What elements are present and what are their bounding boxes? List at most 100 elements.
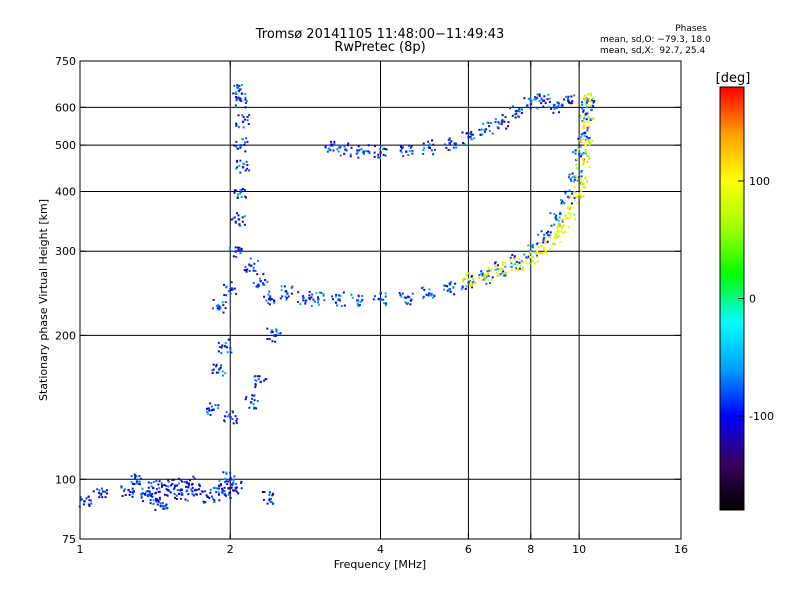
data-point bbox=[231, 287, 234, 290]
data-point bbox=[221, 344, 224, 347]
data-point bbox=[509, 256, 512, 259]
data-point bbox=[237, 214, 240, 217]
data-point bbox=[562, 224, 565, 227]
data-point bbox=[262, 273, 265, 276]
data-point bbox=[160, 482, 163, 485]
data-point bbox=[517, 269, 520, 272]
data-point bbox=[483, 130, 486, 133]
data-point bbox=[235, 105, 238, 108]
data-point bbox=[377, 153, 380, 156]
data-point bbox=[554, 233, 557, 236]
data-point bbox=[165, 488, 168, 491]
data-point bbox=[403, 296, 406, 299]
data-point bbox=[302, 296, 305, 299]
data-point bbox=[491, 276, 494, 279]
data-point bbox=[259, 279, 262, 283]
data-point bbox=[248, 406, 251, 409]
data-point bbox=[230, 289, 233, 292]
data-point bbox=[529, 251, 532, 254]
data-point bbox=[213, 499, 216, 502]
data-point bbox=[579, 177, 582, 180]
data-point bbox=[337, 150, 340, 153]
data-point bbox=[547, 93, 550, 96]
data-point bbox=[164, 504, 167, 507]
data-point bbox=[516, 109, 519, 112]
data-point bbox=[223, 420, 226, 423]
data-point bbox=[357, 304, 360, 307]
data-point bbox=[127, 488, 130, 492]
data-point bbox=[570, 180, 573, 183]
y-tick-label: 750 bbox=[55, 55, 76, 68]
data-point bbox=[469, 132, 472, 135]
data-point bbox=[218, 484, 221, 488]
data-point bbox=[536, 250, 539, 253]
data-point bbox=[586, 155, 589, 158]
data-point bbox=[379, 151, 382, 154]
colorbar-tick-label: -100 bbox=[749, 410, 774, 423]
data-point bbox=[512, 263, 515, 266]
data-point bbox=[217, 371, 220, 374]
data-point bbox=[546, 98, 549, 101]
data-point bbox=[223, 481, 226, 484]
data-point bbox=[285, 296, 288, 299]
data-point bbox=[240, 196, 243, 199]
data-point bbox=[155, 488, 158, 491]
data-point bbox=[159, 498, 162, 501]
data-point bbox=[520, 112, 523, 115]
data-point bbox=[236, 86, 239, 89]
data-point bbox=[405, 150, 408, 153]
data-point bbox=[547, 105, 550, 108]
data-point bbox=[239, 159, 242, 162]
data-point bbox=[582, 161, 585, 164]
data-point bbox=[384, 148, 387, 151]
data-point bbox=[572, 151, 575, 154]
data-point bbox=[411, 149, 414, 152]
data-point bbox=[244, 169, 247, 172]
data-point bbox=[252, 269, 255, 272]
data-point bbox=[572, 180, 575, 183]
data-point bbox=[361, 298, 364, 301]
data-point bbox=[105, 492, 108, 495]
data-point bbox=[217, 341, 220, 344]
y-tick-label: 75 bbox=[62, 533, 76, 546]
data-point bbox=[566, 217, 569, 220]
data-point bbox=[578, 152, 581, 156]
data-point bbox=[100, 492, 103, 495]
data-point bbox=[564, 231, 567, 234]
data-point bbox=[448, 282, 451, 285]
data-point bbox=[150, 494, 153, 497]
data-point bbox=[232, 489, 235, 492]
data-point bbox=[349, 155, 352, 158]
data-point bbox=[373, 155, 376, 158]
data-point bbox=[90, 502, 93, 505]
data-point bbox=[244, 106, 247, 109]
data-point bbox=[82, 503, 85, 506]
data-point bbox=[324, 145, 327, 148]
data-point bbox=[534, 96, 537, 99]
data-point bbox=[146, 490, 149, 493]
data-point bbox=[590, 92, 593, 95]
data-point bbox=[121, 495, 124, 498]
data-point bbox=[171, 478, 174, 481]
data-point bbox=[192, 494, 195, 497]
data-point bbox=[471, 283, 474, 286]
data-point bbox=[561, 220, 564, 223]
data-point bbox=[197, 488, 200, 491]
data-point bbox=[518, 108, 521, 111]
data-point bbox=[265, 299, 268, 302]
data-point bbox=[553, 243, 556, 246]
data-point bbox=[487, 266, 490, 269]
data-point bbox=[427, 140, 430, 143]
data-point bbox=[587, 137, 590, 140]
data-point bbox=[367, 144, 370, 147]
data-point bbox=[238, 164, 241, 167]
data-point bbox=[580, 175, 583, 178]
data-point bbox=[373, 295, 376, 298]
data-point bbox=[510, 262, 513, 265]
data-point bbox=[576, 158, 579, 161]
data-point bbox=[546, 241, 549, 244]
data-point bbox=[449, 291, 452, 294]
data-point bbox=[448, 142, 451, 145]
data-point bbox=[173, 484, 177, 488]
data-point bbox=[573, 196, 576, 199]
